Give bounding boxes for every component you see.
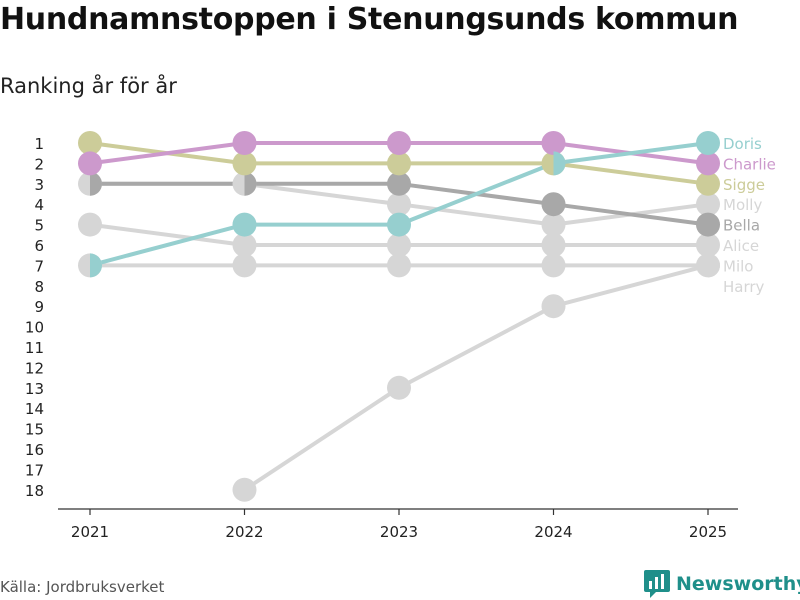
series-end-labels: Doris Charlie Sigge Molly Bella Alice Milo Harr… — [723, 135, 776, 296]
y-tick-label: 9 — [34, 298, 44, 316]
point-bella — [541, 192, 566, 217]
point-alice — [232, 233, 257, 257]
end-label-charlie: Charlie — [723, 155, 776, 173]
x-tick-label: 2022 — [225, 523, 263, 541]
point-harry — [232, 477, 257, 502]
x-tick-label: 2024 — [534, 523, 572, 541]
end-label-bella: Bella — [723, 217, 760, 235]
point-milo — [541, 253, 566, 278]
end-label-alice: Alice — [723, 237, 759, 255]
source-note: Källa: Jordbruksverket — [0, 578, 165, 596]
y-tick-label: 3 — [34, 176, 44, 194]
x-tick-label: 2025 — [689, 523, 727, 541]
end-label-molly: Molly — [723, 196, 762, 214]
point-doris — [387, 212, 411, 237]
y-tick-label: 2 — [34, 155, 44, 173]
x-tick-label: 2023 — [380, 523, 418, 541]
series-points — [78, 131, 720, 502]
y-tick-label: 17 — [25, 461, 44, 479]
point-doris — [232, 212, 257, 237]
y-tick-label: 10 — [25, 319, 44, 337]
point-harry — [708, 253, 720, 278]
point-harry — [541, 294, 566, 319]
end-label-milo: Milo — [723, 257, 753, 275]
y-tick-label: 11 — [25, 339, 44, 357]
point-charlie — [78, 151, 102, 176]
y-tick-label: 13 — [25, 380, 44, 398]
point-alice — [387, 233, 411, 257]
point-sigge — [387, 151, 411, 176]
point-bella — [696, 212, 720, 237]
point-harry — [387, 375, 411, 400]
y-tick-label: 7 — [34, 257, 44, 275]
y-tick-label: 4 — [34, 196, 44, 214]
y-tick-label: 6 — [34, 237, 44, 255]
point-milo — [387, 253, 411, 278]
point-milo — [232, 253, 257, 278]
y-tick-label: 1 — [34, 135, 44, 153]
point-bella — [387, 171, 411, 196]
point-doris — [553, 151, 566, 176]
series-line-harry — [242, 263, 710, 492]
point-bella — [90, 171, 102, 196]
chart-title: Hundnamnstoppen i Stenungsunds kommun — [0, 2, 739, 37]
point-doris — [90, 253, 102, 278]
y-tick-label: 18 — [25, 482, 44, 500]
point-charlie — [232, 131, 257, 155]
x-tick-label: 2021 — [71, 523, 109, 541]
chart-subtitle: Ranking år för år — [0, 74, 177, 98]
point-charlie — [696, 151, 720, 176]
end-label-sigge: Sigge — [723, 176, 765, 194]
brand-name: Newsworthy — [676, 573, 800, 595]
point-sigge — [696, 171, 720, 196]
point-sigge — [232, 151, 257, 176]
brand-logo[interactable]: Newsworthy — [644, 570, 800, 598]
y-tick-label: 16 — [25, 441, 44, 459]
point-molly — [541, 212, 566, 237]
point-molly — [387, 192, 411, 217]
end-label-doris: Doris — [723, 135, 762, 153]
y-tick-label: 15 — [25, 421, 44, 439]
y-tick-label: 14 — [25, 400, 44, 418]
point-molly — [696, 192, 720, 217]
point-alice — [78, 212, 102, 237]
newsworthy-logo-icon — [644, 570, 670, 598]
point-alice — [541, 233, 566, 257]
end-label-harry: Harry — [723, 278, 765, 296]
point-doris — [696, 131, 720, 155]
point-sigge — [78, 131, 102, 155]
point-charlie — [541, 131, 566, 155]
point-bella — [244, 171, 257, 196]
y-tick-label: 5 — [34, 217, 44, 235]
point-alice — [696, 233, 720, 257]
y-tick-label: 12 — [25, 359, 44, 377]
point-charlie — [387, 131, 411, 155]
y-tick-label: 8 — [34, 278, 44, 296]
